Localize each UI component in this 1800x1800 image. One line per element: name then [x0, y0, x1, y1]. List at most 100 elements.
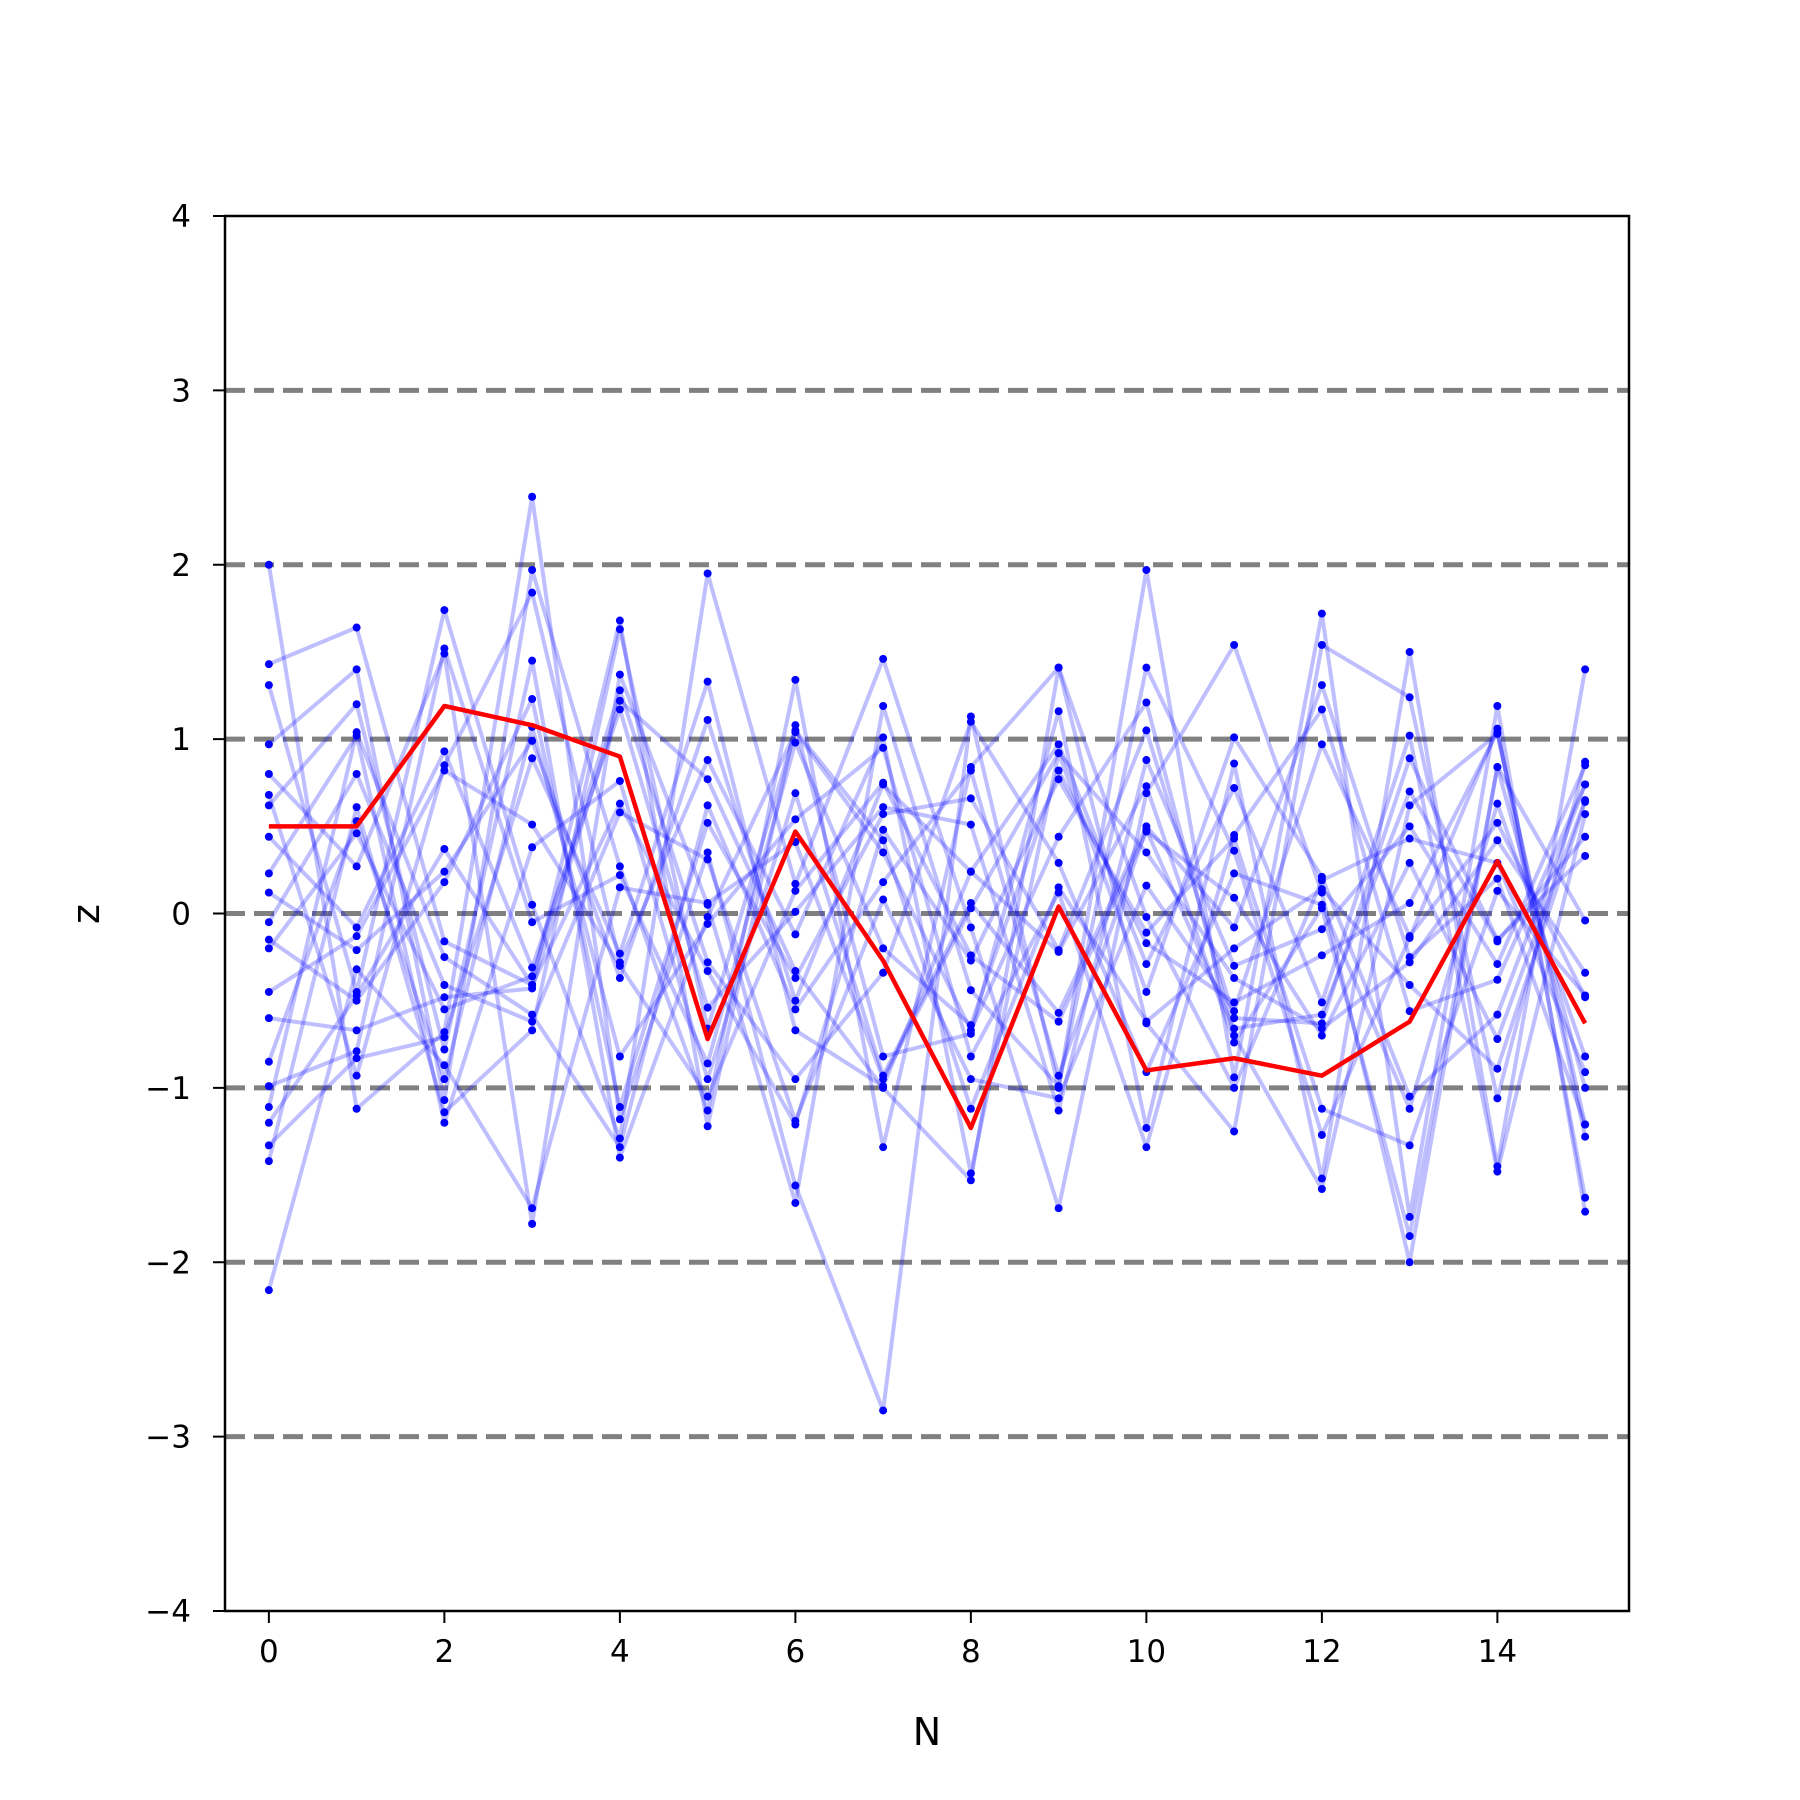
background-series-point: [352, 1047, 361, 1056]
background-series-point: [966, 717, 975, 726]
background-series-point: [1317, 951, 1326, 960]
y-tick-label: −3: [145, 1420, 191, 1456]
background-series-point: [264, 888, 273, 897]
background-series-point: [966, 766, 975, 775]
background-series-point: [1142, 848, 1151, 857]
background-series-point: [966, 794, 975, 803]
background-series-point: [1142, 782, 1151, 791]
background-series-point: [264, 987, 273, 996]
background-series-point: [703, 756, 712, 765]
background-series-point: [879, 778, 888, 787]
background-series-point: [352, 803, 361, 812]
background-series-point: [703, 801, 712, 810]
background-series-point: [352, 965, 361, 974]
background-series-point: [1405, 980, 1414, 989]
background-series-point: [352, 728, 361, 737]
background-series-point: [1230, 834, 1239, 843]
background-series-point: [1405, 1212, 1414, 1221]
background-series-point: [1405, 1104, 1414, 1113]
background-series-point: [1142, 698, 1151, 707]
background-series-point: [352, 862, 361, 871]
background-series-point: [264, 869, 273, 878]
background-series-point: [966, 1021, 975, 1030]
background-series-point: [879, 803, 888, 812]
background-series-point: [528, 588, 537, 597]
background-series-point: [1230, 869, 1239, 878]
background-series-point: [352, 991, 361, 1000]
background-series-point: [879, 1052, 888, 1061]
background-series-point: [703, 1059, 712, 1068]
background-series-point: [1230, 1007, 1239, 1016]
background-series-point: [791, 675, 800, 684]
background-series-point: [615, 1143, 624, 1152]
background-series-point: [440, 644, 449, 653]
y-tick-label: 4: [171, 199, 191, 235]
background-series-point: [1405, 1092, 1414, 1101]
background-series-point: [1230, 974, 1239, 983]
background-series-point: [264, 832, 273, 841]
background-series-point: [703, 1075, 712, 1084]
background-series-point: [440, 766, 449, 775]
background-series-point: [1317, 876, 1326, 885]
x-tick-label: 4: [610, 1634, 630, 1670]
background-series-point: [1230, 893, 1239, 902]
background-series-point: [1054, 749, 1063, 758]
background-series-point: [264, 660, 273, 669]
background-series-point: [1405, 822, 1414, 831]
background-series-point: [966, 904, 975, 913]
background-series-point: [1054, 1071, 1063, 1080]
background-series-point: [440, 1005, 449, 1014]
background-series-point: [440, 1045, 449, 1054]
background-series-point: [1493, 701, 1502, 710]
background-series-point: [879, 968, 888, 977]
background-series-point: [1054, 740, 1063, 749]
y-axis-label: z: [64, 904, 108, 924]
y-tick-label: −4: [145, 1594, 191, 1630]
background-series-point: [440, 980, 449, 989]
background-series-point: [352, 923, 361, 932]
background-series-point: [703, 912, 712, 921]
background-series-point: [1142, 726, 1151, 735]
background-series-point: [1405, 958, 1414, 967]
background-series-point: [615, 1115, 624, 1124]
background-series-point: [264, 935, 273, 944]
background-series-point: [966, 1104, 975, 1113]
background-series-point: [1054, 1204, 1063, 1213]
x-tick-label: 14: [1478, 1634, 1517, 1670]
background-series-point: [528, 820, 537, 829]
background-series-point: [703, 919, 712, 928]
background-series-point: [1493, 1010, 1502, 1019]
background-series-point: [1405, 754, 1414, 763]
background-series-point: [1230, 733, 1239, 742]
background-series-point: [352, 665, 361, 674]
background-series-line: [267, 679, 1588, 1239]
background-series-point: [528, 963, 537, 972]
y-tick-label: 1: [171, 722, 191, 758]
background-series-point: [1230, 1127, 1239, 1136]
background-series-point: [1142, 789, 1151, 798]
background-series-point: [966, 986, 975, 995]
background-series-point: [879, 895, 888, 904]
background-series-point: [1581, 1068, 1590, 1077]
background-series-point: [1054, 775, 1063, 784]
y-tick-label: −2: [145, 1245, 191, 1281]
background-series-point: [615, 686, 624, 695]
background-series-point: [440, 1108, 449, 1117]
highlight-series: [268, 703, 1588, 1131]
background-series-point: [1317, 1104, 1326, 1113]
background-series-point: [440, 993, 449, 1002]
background-series-point: [1405, 834, 1414, 843]
background-series-point: [1230, 640, 1239, 649]
background-series-point: [1142, 663, 1151, 672]
background-series-point: [1142, 1123, 1151, 1132]
background-series-point: [615, 1134, 624, 1143]
background-series-point: [791, 1075, 800, 1084]
background-series-point: [1581, 1052, 1590, 1061]
background-series-point: [703, 1122, 712, 1131]
background-series-point: [528, 980, 537, 989]
background-series-point: [1493, 1035, 1502, 1044]
background-series-point: [879, 848, 888, 857]
background-series-point: [1054, 1094, 1063, 1103]
background-series-point: [703, 1092, 712, 1101]
